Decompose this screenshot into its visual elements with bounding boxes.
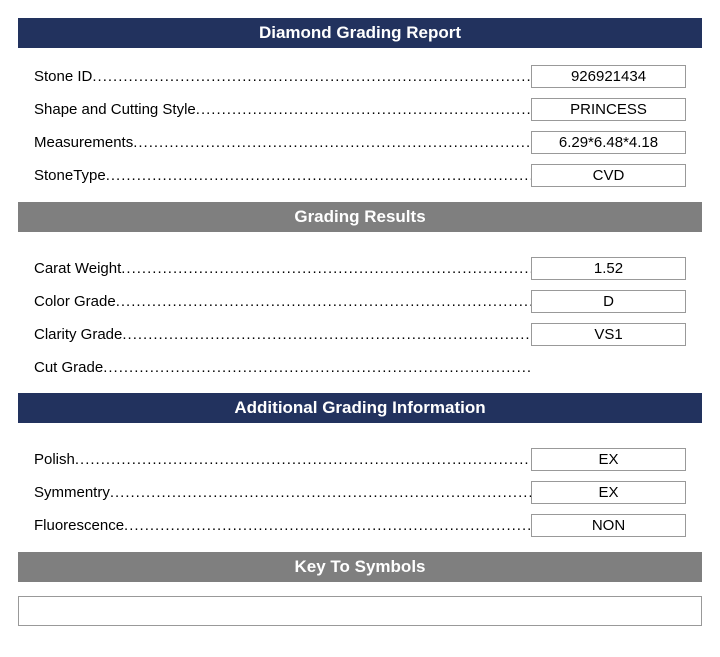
row-stone-id: Stone ID 926921434 [18,62,702,91]
header-symbols: Key To Symbols [18,552,702,582]
section-report: Diamond Grading Report Stone ID 92692143… [18,18,702,190]
row-polish: Polish EX [18,445,702,474]
label-color: Color Grade [34,293,531,310]
value-measurements: 6.29*6.48*4.18 [531,131,686,154]
label-stonetype: StoneType [34,167,531,184]
section-symbols: Key To Symbols [18,552,702,626]
header-report: Diamond Grading Report [18,18,702,48]
label-stone-id: Stone ID [34,68,531,85]
value-polish: EX [531,448,686,471]
value-color: D [531,290,686,313]
value-symmetry: EX [531,481,686,504]
label-cut: Cut Grade [34,359,531,376]
label-symmetry: Symmentry [34,484,531,501]
value-shape: PRINCESS [531,98,686,121]
row-measurements: Measurements 6.29*6.48*4.18 [18,128,702,157]
value-carat: 1.52 [531,257,686,280]
label-clarity: Clarity Grade [34,326,531,343]
label-measurements: Measurements [34,134,531,151]
label-fluorescence: Fluorescence [34,517,531,534]
row-fluorescence: Fluorescence NON [18,511,702,540]
value-fluorescence: NON [531,514,686,537]
header-additional: Additional Grading Information [18,393,702,423]
value-clarity: VS1 [531,323,686,346]
value-stone-id: 926921434 [531,65,686,88]
row-carat: Carat Weight 1.52 [18,254,702,283]
symbols-box [18,596,702,626]
row-stonetype: StoneType CVD [18,161,702,190]
row-symmetry: Symmentry EX [18,478,702,507]
header-grading: Grading Results [18,202,702,232]
value-stonetype: CVD [531,164,686,187]
label-shape: Shape and Cutting Style [34,101,531,118]
row-color: Color Grade D [18,287,702,316]
row-shape: Shape and Cutting Style PRINCESS [18,95,702,124]
section-grading: Grading Results Carat Weight 1.52 Color … [18,202,702,381]
value-cut-empty [531,356,686,378]
label-polish: Polish [34,451,531,468]
row-clarity: Clarity Grade VS1 [18,320,702,349]
section-additional: Additional Grading Information Polish EX… [18,393,702,540]
row-cut: Cut Grade [18,353,702,381]
label-carat: Carat Weight [34,260,531,277]
